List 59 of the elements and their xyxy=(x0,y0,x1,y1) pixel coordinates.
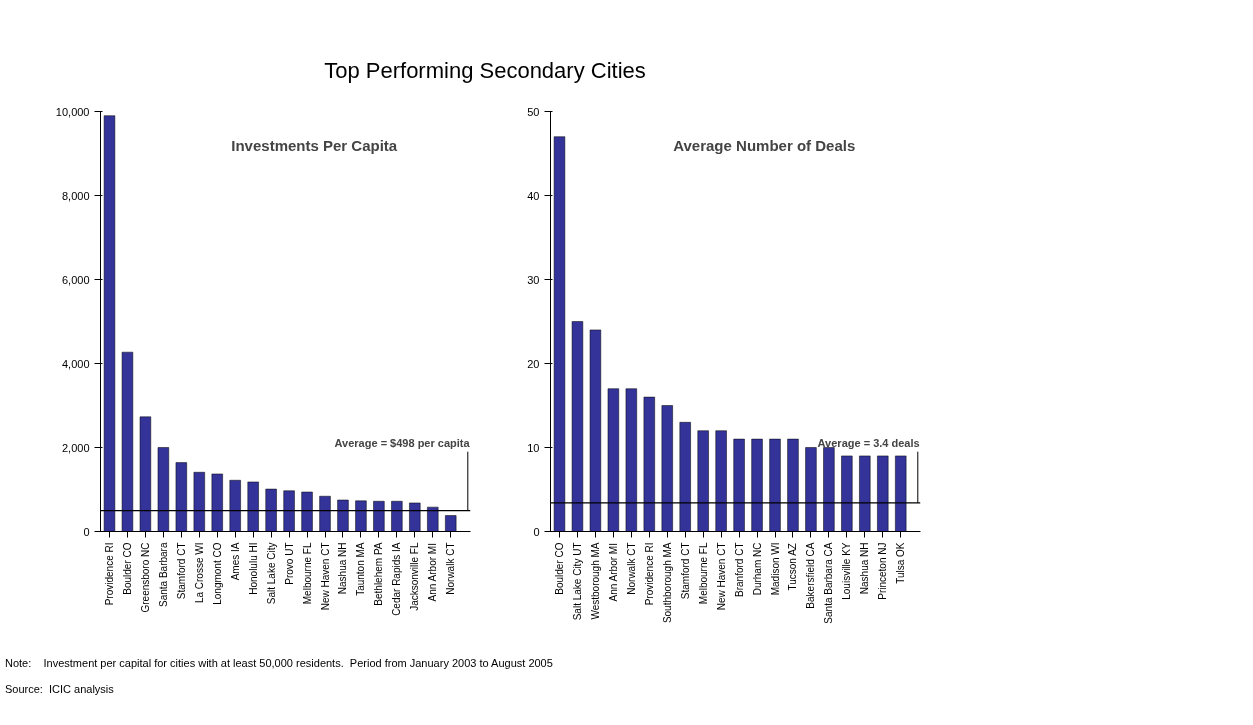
x-tick-label: Honolulu HI xyxy=(247,542,259,596)
x-tick-label: Westborough MA xyxy=(589,542,601,620)
y-tick-label: 0 xyxy=(533,525,540,538)
x-tick-label: Provo UT xyxy=(283,542,295,586)
y-tick-label: 4,000 xyxy=(61,357,90,370)
x-tick-label: New Haven CT xyxy=(715,542,727,611)
text: Top Performing Secondary Cities xyxy=(324,57,646,85)
x-tick-label: Providence RI xyxy=(103,542,115,606)
ref-line-label: Average = $498 per capita xyxy=(334,437,471,450)
x-tick-label: Norwalk CT xyxy=(625,542,637,596)
x-tick-label: Cedar Rapids IA xyxy=(391,542,403,617)
x-tick-label: Boulder CO xyxy=(121,542,133,596)
x-tick-label: Santa Barbara CA xyxy=(823,542,835,625)
y-tick-label: 50 xyxy=(527,105,540,118)
x-tick-label: Stamford CT xyxy=(175,542,187,600)
x-tick-label: Tulsa OK xyxy=(895,542,907,585)
y-tick-label: 30 xyxy=(527,273,540,286)
x-tick-label: Louisville KY xyxy=(841,542,853,601)
x-tick-label: Greensboro NC xyxy=(139,542,151,613)
x-tick-label: Melbourne FL xyxy=(301,542,313,605)
x-tick-label: Melbourne FL xyxy=(697,542,709,605)
y-tick-label: 0 xyxy=(83,525,90,538)
y-tick-label: 10 xyxy=(527,441,540,454)
text: Note: Investment per capital for cities with at least 50,000 residents. Period from January 2003 to August 2005 xyxy=(5,656,553,672)
x-tick-label: Stamford CT xyxy=(679,542,691,600)
x-tick-label: Tucson AZ xyxy=(787,543,799,591)
x-tick-label: Bethlehem PA xyxy=(373,542,385,607)
x-tick-label: Nashua NH xyxy=(337,542,349,595)
x-tick-label: Ann Arbor MI xyxy=(427,543,439,602)
y-tick-label: 2,000 xyxy=(61,441,90,454)
y-tick-label: 8,000 xyxy=(61,189,90,202)
text: Investments Per Capita xyxy=(231,136,398,154)
x-tick-label: Jacksonville FL xyxy=(409,542,421,612)
y-tick-label: 20 xyxy=(527,357,540,370)
x-tick-label: Taunton MA xyxy=(355,542,367,597)
y-tick-label: 10,000 xyxy=(55,105,90,118)
x-tick-label: Providence RI xyxy=(643,542,655,606)
y-tick-label: 6,000 xyxy=(61,273,90,286)
y-tick-label: 40 xyxy=(527,189,540,202)
x-tick-label: Princeton NJ xyxy=(877,542,889,601)
x-tick-label: Branford CT xyxy=(733,542,745,598)
x-tick-label: Southborough MA xyxy=(661,542,673,624)
x-tick-label: Nashua NH xyxy=(859,542,871,595)
source-note: Source: ICIC analysis xyxy=(5,682,114,698)
text: Average Number of Deals xyxy=(673,136,856,154)
x-tick-label: Santa Barbara xyxy=(157,542,169,608)
x-tick-label: Norwalk CT xyxy=(445,542,457,596)
x-tick-label: Longmont CO xyxy=(211,542,223,606)
x-tick-label: Salt Lake City xyxy=(265,542,277,605)
x-tick-label: La Crosse WI xyxy=(193,542,205,604)
x-tick-label: Madison WI xyxy=(769,542,781,596)
ref-line-label: Average = 3.4 deals xyxy=(817,437,920,450)
x-tick-label: Ames IA xyxy=(229,542,241,581)
x-tick-label: New Haven CT xyxy=(319,542,331,611)
x-tick-label: Bakersfield CA xyxy=(805,542,817,610)
x-tick-label: Boulder CO xyxy=(553,542,565,596)
x-tick-label: Ann Arbor MI xyxy=(607,543,619,602)
x-tick-label: Salt Lake City UT xyxy=(571,542,583,621)
x-tick-label: Durham NC xyxy=(751,542,763,596)
